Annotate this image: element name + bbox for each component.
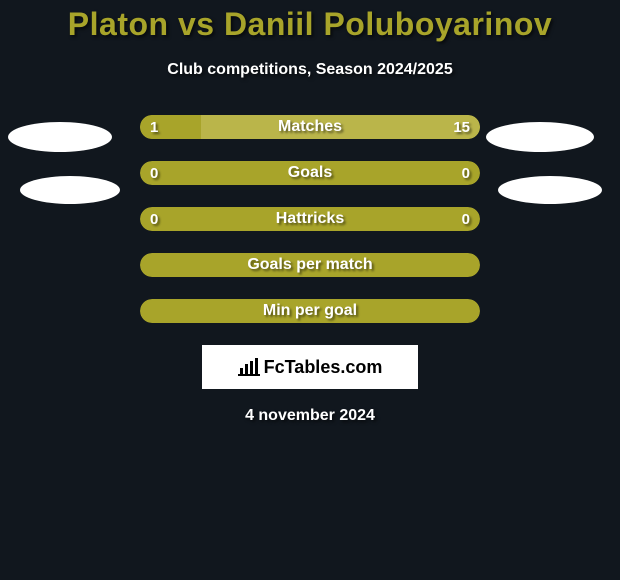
stat-label: Min per goal: [140, 299, 480, 323]
stat-label: Hattricks: [140, 207, 480, 231]
stat-value-left: 0: [150, 161, 158, 185]
stat-value-left: 1: [150, 115, 158, 139]
stat-row: Hattricks0 0: [140, 207, 480, 231]
page-title: Platon vs Daniil Poluboyarinov: [0, 0, 620, 43]
avatar-left-2: [20, 176, 120, 204]
logo-box: FcTables.com: [202, 345, 418, 389]
logo-text: FcTables.com: [264, 357, 383, 378]
stat-bars: Matches115Goals00Hattricks00Goals per ma…: [140, 115, 480, 323]
bars-icon: [238, 358, 260, 376]
date-label: 4 november 2024: [0, 407, 620, 425]
avatar-left-1: [8, 122, 112, 152]
avatar-right-2: [498, 176, 602, 204]
avatar-right-1: [486, 122, 594, 152]
logo: FcTables.com: [238, 357, 383, 378]
stat-value-right: 0: [462, 161, 470, 185]
page-subtitle: Club competitions, Season 2024/2025: [0, 61, 620, 79]
stat-row: Min per goal: [140, 299, 480, 323]
stat-row: Goals per match: [140, 253, 480, 277]
stat-label: Goals: [140, 161, 480, 185]
stat-value-left: 0: [150, 207, 158, 231]
stat-row: Matches1 15: [140, 115, 480, 139]
stat-label: Matches: [140, 115, 480, 139]
stat-value-right: 15: [453, 115, 470, 139]
stat-row: Goals0 0: [140, 161, 480, 185]
stat-label: Goals per match: [140, 253, 480, 277]
stat-value-right: 0: [462, 207, 470, 231]
